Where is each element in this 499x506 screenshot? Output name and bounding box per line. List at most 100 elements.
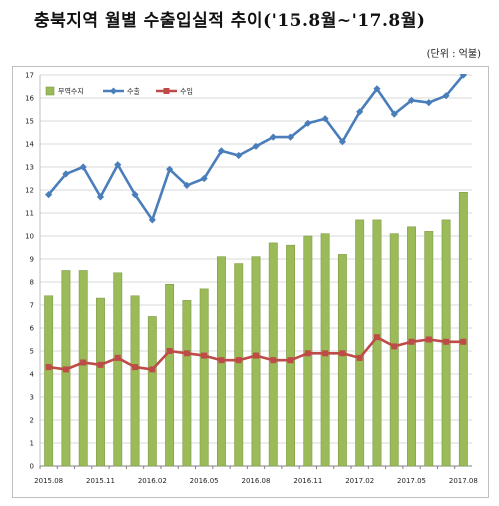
import-point <box>287 357 294 364</box>
legend-label-trade-balance: 무역수지 <box>58 87 84 96</box>
export-point <box>459 74 467 79</box>
import-point <box>201 352 208 359</box>
trade-balance-bar <box>337 254 347 467</box>
trade-balance-bar <box>268 242 278 467</box>
trade-balance-bar <box>165 283 175 467</box>
x-tick-label: 2015.11 <box>86 477 115 485</box>
export-point <box>114 161 122 169</box>
export-point <box>217 147 226 155</box>
legend-label-export: 수출 <box>127 87 140 96</box>
y-tick-label: 5 <box>30 348 34 356</box>
legend-marker-import <box>163 88 170 94</box>
import-point <box>114 354 121 361</box>
y-tick-label: 9 <box>30 256 34 264</box>
trade-balance-bar <box>286 244 296 467</box>
y-tick-label: 1 <box>30 440 34 448</box>
import-point <box>322 350 329 357</box>
x-tick-label: 2017.05 <box>397 477 426 485</box>
x-tick-label: 2016.11 <box>293 477 322 485</box>
y-tick-label: 15 <box>25 118 34 126</box>
export-point <box>286 133 295 141</box>
export-point <box>269 133 277 141</box>
export-point <box>321 115 329 123</box>
legend-swatch-trade-balance <box>45 86 55 96</box>
trade-balance-bar <box>44 295 54 467</box>
trade-balance-bar <box>234 263 244 467</box>
x-tick-label: 2016.02 <box>138 477 167 485</box>
legend: 무역수지 수출 수입 <box>45 86 193 96</box>
export-series <box>45 74 467 224</box>
trade-balance-bar <box>182 300 192 467</box>
export-point <box>390 110 398 118</box>
import-point <box>425 336 432 343</box>
y-tick-label: 10 <box>25 233 34 241</box>
y-tick-label: 4 <box>30 371 35 379</box>
trade-balance-bar <box>355 219 365 467</box>
export-point <box>148 216 156 224</box>
import-point <box>443 338 450 345</box>
x-tick-label: 2016.05 <box>190 477 219 485</box>
import-point <box>270 357 277 364</box>
x-tick-labels: 2015.08 2015.11 2016.02 2016.05 2016.08 2016.… <box>34 466 478 485</box>
import-point <box>408 338 415 345</box>
import-point <box>356 354 363 361</box>
export-point <box>407 96 416 104</box>
trade-balance-bar <box>372 219 382 467</box>
unit-label: (단위 : 억불) <box>426 49 481 60</box>
export-point <box>373 85 381 93</box>
import-point <box>391 343 398 350</box>
export-point <box>338 138 346 146</box>
trade-balance-bar <box>96 297 105 467</box>
trade-balance-bar <box>130 295 140 467</box>
x-tick-label: 2017.08 <box>449 477 478 485</box>
import-point <box>373 334 380 341</box>
import-series <box>45 334 467 373</box>
chart-title: 충북지역 월별 수출입실적 추이('15.8월~'17.8월) <box>34 11 426 31</box>
y-tick-label: 0 <box>30 463 34 471</box>
export-point <box>96 193 105 201</box>
export-point <box>252 142 260 150</box>
import-point <box>97 361 104 368</box>
export-point <box>166 165 174 173</box>
y-tick-label: 13 <box>25 164 34 172</box>
export-point <box>356 108 364 116</box>
import-point <box>149 366 156 373</box>
import-point <box>80 359 87 366</box>
y-tick-label: 16 <box>25 95 34 103</box>
trade-balance-bar <box>199 288 209 467</box>
x-tick-label: 2015.08 <box>34 477 63 485</box>
import-point <box>235 357 242 364</box>
import-point <box>460 338 467 345</box>
trade-balance-bar <box>147 316 157 467</box>
export-point <box>200 174 208 183</box>
import-point <box>62 366 69 373</box>
export-point <box>425 99 433 107</box>
export-point <box>62 170 70 178</box>
legend-marker-export <box>110 87 117 95</box>
chart-frame <box>12 66 489 498</box>
trade-balance-bar <box>320 233 330 467</box>
import-point <box>166 348 173 354</box>
export-point <box>183 181 191 189</box>
trade-balance-bar <box>78 270 88 467</box>
export-point <box>442 92 450 100</box>
y-tick-label: 14 <box>25 141 34 149</box>
trade-balance-bar <box>458 192 468 467</box>
y-tick-label: 8 <box>30 279 34 287</box>
trade-balance-bar <box>113 272 123 467</box>
y-tick-label: 7 <box>30 302 34 310</box>
import-point <box>45 364 52 371</box>
legend-label-import: 수입 <box>180 88 193 96</box>
export-point <box>131 191 139 199</box>
trade-balance-bars <box>44 192 468 467</box>
y-tick-label: 2 <box>30 417 34 425</box>
trade-balance-bar <box>407 226 416 467</box>
trade-balance-bar <box>251 256 261 467</box>
export-point <box>45 191 53 199</box>
trade-balance-bar <box>389 233 399 467</box>
y-tick-label: 12 <box>25 187 34 195</box>
import-point <box>304 350 311 357</box>
export-point <box>79 163 87 171</box>
